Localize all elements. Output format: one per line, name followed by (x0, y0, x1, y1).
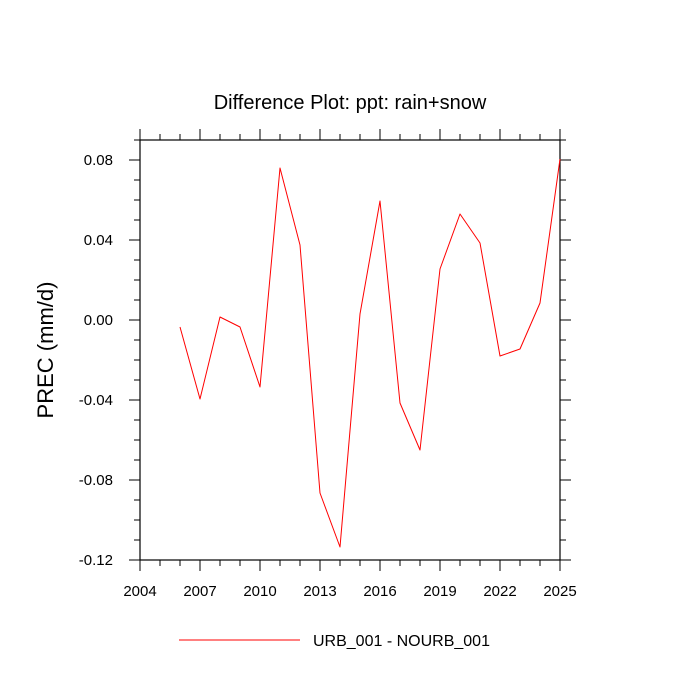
y-axis: 0.08 0.04 0.00 -0.04 -0.08 -0.12 (79, 139, 571, 569)
y-tick-label: 0.00 (84, 312, 113, 329)
y-tick-label: 0.08 (84, 152, 113, 169)
x-tick-label: 2016 (363, 583, 396, 600)
series-line (179, 158, 561, 548)
x-axis: 2004 2007 2010 2013 2016 2019 2022 2025 (123, 129, 577, 600)
plot-frame (139, 139, 561, 561)
y-tick-label: 0.04 (84, 232, 113, 249)
x-tick-label: 2007 (183, 583, 216, 600)
y-tick-label: -0.08 (79, 472, 113, 489)
y-axis-label: PREC (mm/d) (33, 282, 58, 419)
series-layer (179, 158, 561, 548)
x-tick-label: 2025 (543, 583, 576, 600)
legend: URB_001 - NOURB_001 (179, 633, 490, 650)
x-tick-label: 2010 (243, 583, 276, 600)
x-tick-label: 2004 (123, 583, 156, 600)
x-tick-label: 2013 (303, 583, 336, 600)
legend-label: URB_001 - NOURB_001 (313, 633, 490, 650)
x-tick-label: 2019 (423, 583, 456, 600)
y-tick-label: -0.04 (79, 392, 113, 409)
chart-title: Difference Plot: ppt: rain+snow (214, 92, 487, 114)
y-tick-label: -0.12 (79, 552, 113, 569)
x-tick-label: 2022 (483, 583, 516, 600)
